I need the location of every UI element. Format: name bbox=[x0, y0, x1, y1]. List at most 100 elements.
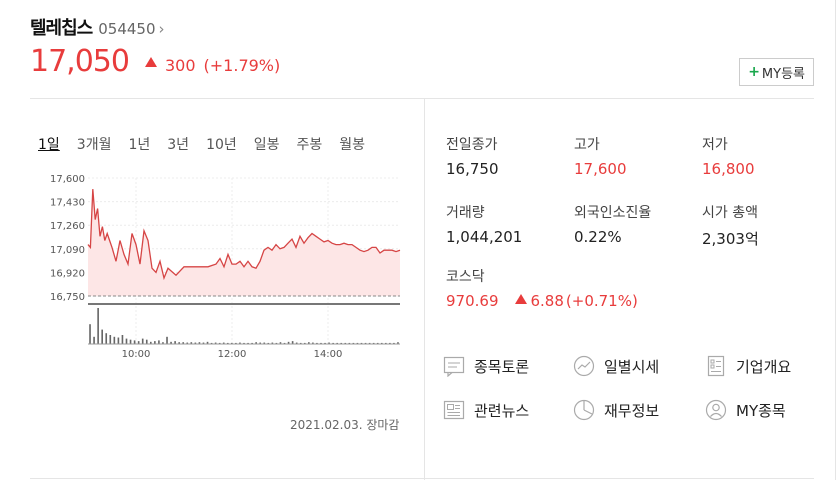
link-my-stocks[interactable]: MY종목 bbox=[704, 398, 786, 422]
link-daily-price[interactable]: 일별시세 bbox=[572, 354, 659, 378]
volume-bar bbox=[178, 342, 180, 344]
link-company-overview[interactable]: 기업개요 bbox=[704, 354, 791, 378]
volume-bar bbox=[283, 342, 286, 344]
y-tick-label: 16,750 bbox=[50, 292, 85, 303]
volume-bar bbox=[393, 342, 395, 344]
stock-code[interactable]: 054450 bbox=[98, 20, 156, 38]
volume-bar bbox=[121, 335, 124, 344]
up-triangle-icon bbox=[144, 57, 157, 67]
y-tick-label: 16,920 bbox=[50, 268, 85, 279]
volume-bar bbox=[332, 342, 334, 344]
volume-bar bbox=[182, 342, 185, 344]
stock-name[interactable]: 텔레칩스 bbox=[30, 18, 93, 39]
volume-bar bbox=[324, 342, 326, 344]
volume-bar bbox=[101, 329, 103, 344]
link-label: 기업개요 bbox=[736, 357, 792, 376]
price-change: 300 bbox=[164, 56, 196, 75]
volume-bar bbox=[360, 342, 363, 344]
volume-bar bbox=[385, 342, 387, 344]
volume-bar bbox=[368, 342, 371, 344]
my-register-label: MY등록 bbox=[761, 66, 805, 82]
volume-bar bbox=[222, 342, 225, 344]
volume-bar bbox=[397, 342, 399, 344]
link-discussion[interactable]: 종목토론 bbox=[442, 354, 529, 378]
chat-icon bbox=[442, 354, 466, 378]
link-label: 재무정보 bbox=[604, 401, 660, 420]
volume-bar bbox=[263, 342, 266, 344]
volume-bar bbox=[137, 341, 140, 344]
price-area bbox=[88, 189, 400, 296]
volume-bar bbox=[255, 342, 257, 344]
volume-bar bbox=[174, 341, 176, 344]
divider-bottom bbox=[30, 478, 814, 479]
tab-monthly[interactable]: 월봉 bbox=[339, 137, 366, 153]
x-tick-label: 10:00 bbox=[122, 349, 151, 360]
volume-bar bbox=[356, 342, 359, 344]
stat-market-cap: 시가 총액 2,303억 bbox=[702, 202, 832, 249]
stat-high: 고가 17,600 bbox=[574, 134, 704, 178]
kosdaq-change-percent: (+0.71%) bbox=[565, 292, 638, 310]
stat-value: 0.22% bbox=[574, 228, 622, 246]
trend-icon bbox=[572, 354, 596, 378]
tab-3y[interactable]: 3년 bbox=[167, 137, 190, 153]
volume-bar bbox=[279, 342, 282, 344]
link-financials[interactable]: 재무정보 bbox=[572, 398, 659, 422]
volume-bar bbox=[271, 342, 274, 344]
volume-bar bbox=[259, 342, 262, 344]
pie-chart-icon bbox=[572, 398, 596, 422]
volume-bar bbox=[149, 341, 152, 344]
chevron-right-icon[interactable]: › bbox=[158, 20, 165, 38]
tab-1d[interactable]: 1일 bbox=[38, 137, 60, 153]
volume-bar bbox=[312, 342, 314, 344]
volume-bar bbox=[117, 337, 120, 344]
stat-label: 고가 bbox=[574, 137, 600, 153]
volume-bar bbox=[158, 340, 160, 344]
stat-label: 시가 총액 bbox=[702, 205, 758, 221]
volume-bar bbox=[129, 339, 132, 344]
my-register-button[interactable]: + MY등록 bbox=[739, 58, 814, 86]
volume-bar bbox=[145, 339, 148, 344]
kosdaq-change: 6.88 bbox=[530, 292, 564, 310]
volume-bar bbox=[226, 342, 229, 344]
tab-weekly[interactable]: 주봉 bbox=[296, 137, 323, 153]
volume-bar bbox=[198, 342, 201, 344]
volume-bar bbox=[113, 336, 116, 344]
volume-bar bbox=[372, 342, 375, 344]
volume-bar bbox=[275, 342, 278, 344]
tab-10y[interactable]: 10년 bbox=[206, 137, 237, 153]
period-tabs: 1일 3개월 1년 3년 10년 일봉 주봉 월봉 bbox=[38, 134, 382, 154]
volume-bar bbox=[218, 342, 221, 344]
price-row: 17,050 300 (+1.79%) bbox=[30, 44, 280, 79]
link-news[interactable]: 관련뉴스 bbox=[442, 398, 529, 422]
volume-bar bbox=[141, 338, 144, 344]
volume-bar bbox=[348, 342, 351, 344]
document-icon bbox=[704, 354, 728, 378]
link-label: 종목토론 bbox=[474, 357, 530, 376]
volume-bar bbox=[89, 324, 91, 344]
tab-1y[interactable]: 1년 bbox=[128, 137, 151, 153]
intraday-price-chart[interactable]: 17,600 17,430 17,260 17,090 16,920 16,750 10:0… bbox=[44, 168, 404, 368]
tab-3m[interactable]: 3개월 bbox=[76, 137, 112, 153]
volume-bar bbox=[291, 341, 294, 344]
tab-daily[interactable]: 일봉 bbox=[253, 137, 280, 153]
volume-bar bbox=[308, 342, 310, 344]
volume-bar bbox=[336, 342, 339, 344]
volume-bar bbox=[206, 341, 209, 344]
volume-bar bbox=[202, 342, 205, 344]
volume-bar bbox=[97, 308, 99, 344]
stat-prev-close: 전일종가 16,750 bbox=[446, 134, 576, 178]
volume-bar bbox=[295, 342, 298, 344]
user-icon bbox=[704, 398, 728, 422]
volume-bar bbox=[320, 342, 322, 344]
kosdaq-label: 코스닥 bbox=[446, 269, 485, 285]
up-triangle-icon bbox=[514, 294, 527, 304]
volume-bar bbox=[186, 342, 189, 344]
divider-vertical bbox=[424, 99, 425, 480]
volume-bar bbox=[316, 342, 318, 344]
current-price: 17,050 bbox=[30, 44, 130, 79]
volume-bar bbox=[364, 342, 367, 344]
y-tick-label: 17,430 bbox=[50, 198, 85, 209]
y-tick-label: 17,600 bbox=[50, 174, 85, 185]
volume-bar bbox=[287, 341, 290, 344]
volume-bar bbox=[190, 342, 193, 344]
